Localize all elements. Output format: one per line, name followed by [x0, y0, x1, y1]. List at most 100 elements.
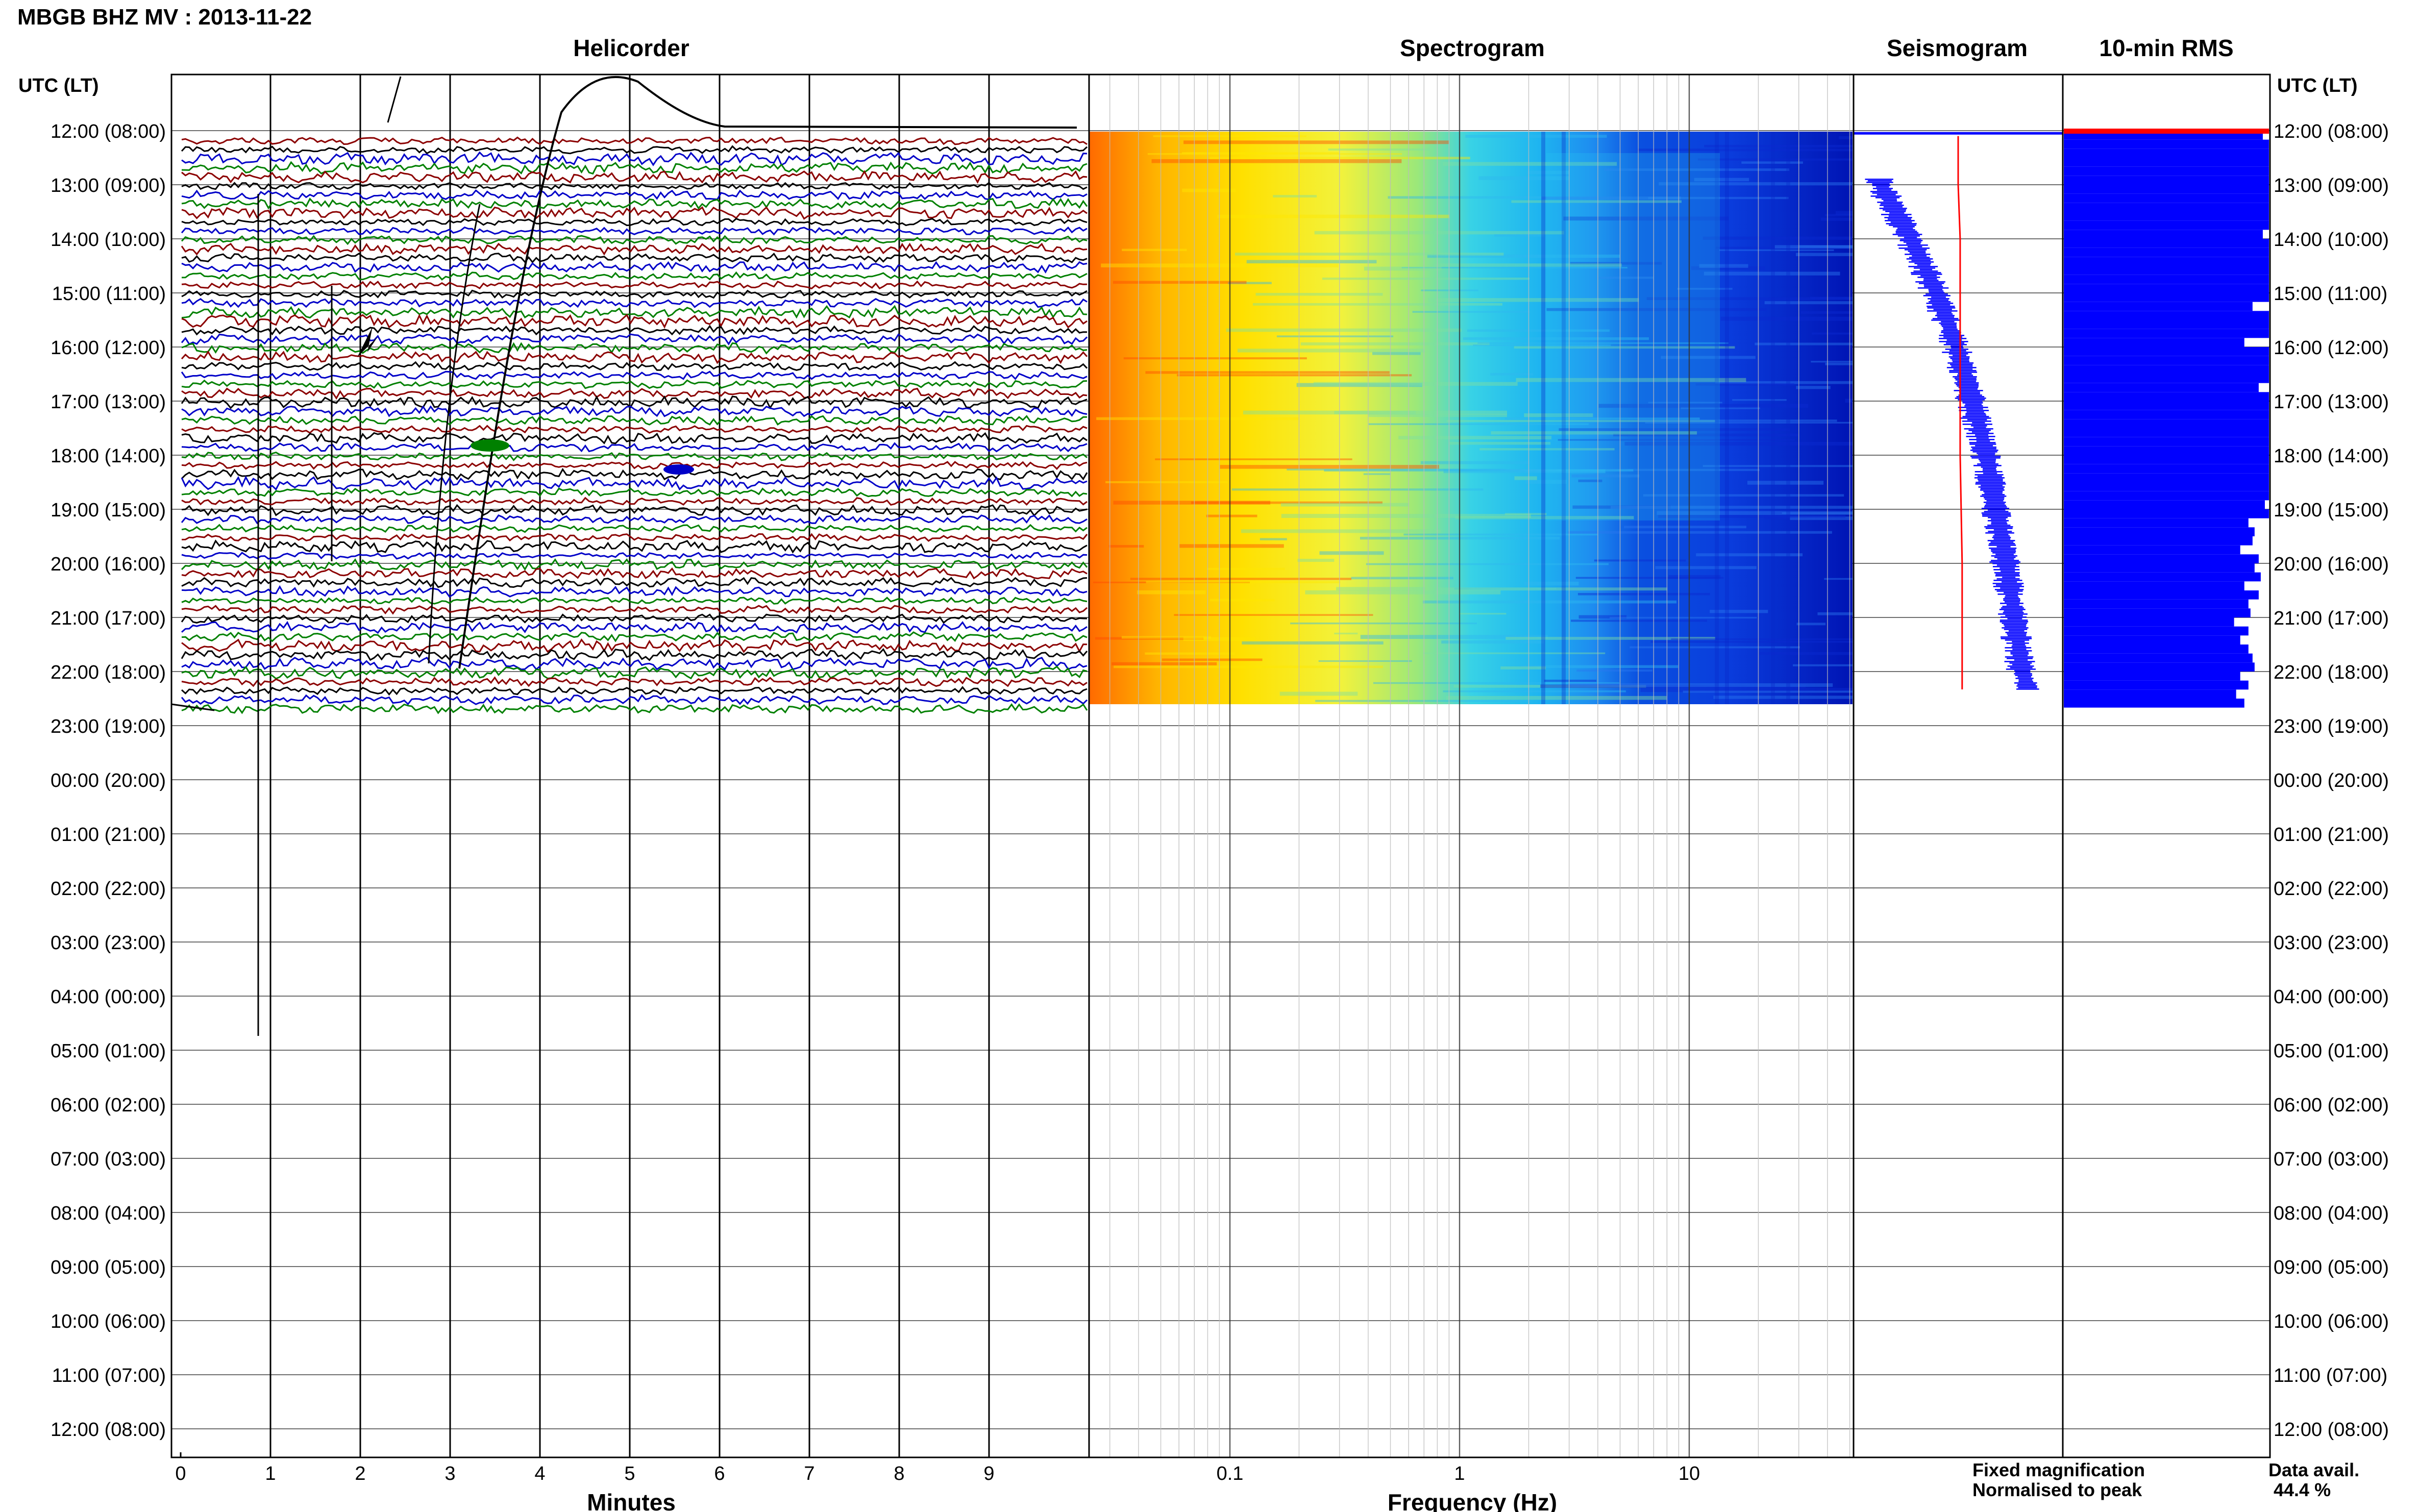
minute-tick-label: 8 — [894, 1463, 904, 1484]
time-label-right: 06:00 (02:00) — [2274, 1095, 2389, 1116]
helicorder-trace — [181, 361, 1088, 371]
legend-fixed-magnification: Fixed magnification — [1972, 1459, 2145, 1480]
frequency-axis-label: Frequency (Hz) — [1388, 1489, 1557, 1512]
spectrogram-streak — [1650, 640, 1853, 643]
spectrogram-streak — [1465, 135, 1607, 138]
time-label-left: 12:00 (08:00) — [51, 1419, 166, 1441]
spectrogram-streak — [1824, 578, 1853, 580]
helicorder-trace — [181, 206, 1088, 220]
minute-tick-label: 9 — [983, 1463, 994, 1484]
spectrogram-streak — [1145, 371, 1390, 374]
rms-bar — [2064, 645, 2249, 654]
spectrogram-streak — [1441, 640, 1544, 644]
spectrogram-streak — [1759, 652, 1853, 655]
spectrogram-streak — [1694, 178, 1749, 182]
rms-bar — [2064, 356, 2269, 365]
spectrogram-streak — [1572, 505, 1671, 509]
spectrogram-streak — [1719, 249, 1834, 251]
spectrogram-streak — [1720, 316, 1853, 321]
spectrogram-streak — [1824, 214, 1853, 216]
spectrogram-streak — [1428, 298, 1639, 302]
helicorder-trace — [181, 242, 1088, 256]
spectrogram-streak — [1598, 277, 1653, 279]
spectrogram-streak — [1227, 282, 1272, 284]
spectrogram-streak — [1443, 162, 1617, 166]
spectrogram-streak — [1206, 514, 1257, 517]
helicorder-trace — [181, 405, 1088, 417]
helicorder-transient — [428, 204, 481, 664]
minute-tick-label: 3 — [445, 1463, 455, 1484]
time-label-left: 23:00 (19:00) — [51, 716, 166, 737]
spectrogram-streak — [1764, 301, 1853, 305]
helicorder-trace — [181, 533, 1088, 542]
spectrogram-streak — [1366, 563, 1609, 565]
spectrogram-streak — [1322, 277, 1530, 280]
rms-bar — [2064, 347, 2269, 356]
spectrogram-streak — [1279, 691, 1358, 696]
frequency-gridlines — [1109, 75, 1850, 1457]
spectrogram-streak — [1446, 696, 1667, 700]
rms-bar — [2064, 220, 2269, 230]
rms-frame — [2062, 73, 2271, 1458]
spectrogram-streak — [1388, 196, 1543, 199]
spectrogram-streak — [1637, 148, 1853, 152]
spectrogram-streak — [1183, 140, 1449, 144]
rms-bar — [2064, 410, 2269, 419]
helicorder-trace — [181, 182, 1088, 190]
spectrogram-image — [1089, 132, 1853, 704]
helicorder-trace — [181, 487, 1088, 498]
spectrogram-streak — [1774, 245, 1853, 249]
spectrogram-streak — [1796, 386, 1831, 389]
spectrogram-streak — [1334, 632, 1358, 635]
spectrogram-streak — [1598, 404, 1809, 408]
spectrogram-streak — [1146, 581, 1341, 583]
time-label-right: 23:00 (19:00) — [2274, 716, 2389, 737]
helicorder-trace — [181, 694, 1088, 706]
rms-title: 10-min RMS — [2099, 35, 2233, 61]
spectrogram-streak — [1318, 660, 1412, 662]
time-label-left: 20:00 (16:00) — [51, 554, 166, 575]
time-label-left: 12:00 (08:00) — [51, 121, 166, 142]
spectrogram-streak — [1655, 566, 1757, 569]
helicorder-trace — [181, 461, 1088, 470]
helicorder-trace — [181, 467, 1088, 481]
rms-bar — [2064, 302, 2253, 311]
helicorder-burst — [357, 327, 378, 357]
minute-tick-label: 0 — [175, 1463, 186, 1484]
spectrogram-streak — [1659, 182, 1853, 186]
spectrogram-streak — [1459, 613, 1507, 615]
time-label-left: 10:00 (06:00) — [51, 1311, 166, 1332]
legend-normalised-to-peak: Normalised to peak — [1972, 1479, 2142, 1500]
helicorder-trace — [181, 442, 1088, 453]
spectrogram-streak — [1334, 411, 1416, 414]
spectrogram-streak — [1577, 592, 1710, 596]
spectrogram-band — [1771, 132, 1775, 704]
spectrogram-streak — [1467, 329, 1610, 332]
spectrogram-streak — [1764, 515, 1829, 519]
helicorder-trace — [181, 370, 1088, 380]
spectrogram-streak — [1505, 417, 1700, 420]
spectrogram-title: Spectrogram — [1400, 35, 1545, 61]
spectrogram-streak — [1524, 413, 1593, 417]
helicorder-trace — [181, 577, 1088, 588]
rms-bar — [2064, 527, 2255, 536]
time-label-left: 07:00 (03:00) — [51, 1149, 166, 1170]
spectrogram-streak — [1246, 260, 1377, 264]
helicorder-trace — [181, 333, 1088, 346]
spectrogram-streak — [1412, 311, 1531, 313]
time-label-right: 19:00 (15:00) — [2274, 500, 2389, 521]
spectrogram-streak — [1571, 619, 1707, 622]
helicorder-trace — [181, 524, 1088, 533]
helicorder-trace — [181, 514, 1088, 525]
spectrogram-streak — [1610, 506, 1853, 509]
spectrogram-streak — [1704, 271, 1840, 276]
rms-bar — [2064, 473, 2269, 482]
spectrogram-streak — [1521, 665, 1679, 668]
spectrogram-streak — [1112, 662, 1217, 665]
spectrogram-streak — [1511, 200, 1682, 203]
spectrogram-streak — [1364, 266, 1442, 271]
spectrogram-streak — [1594, 559, 1686, 562]
helicorder-trace — [181, 539, 1088, 554]
helicorder-trace — [181, 605, 1088, 615]
rms-bar — [2064, 401, 2269, 410]
